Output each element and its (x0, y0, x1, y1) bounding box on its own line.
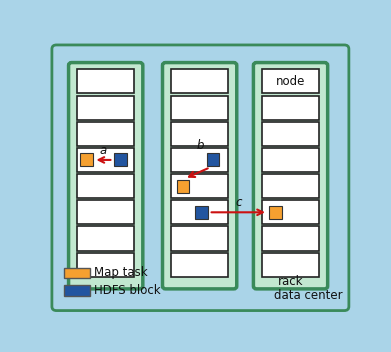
Bar (64, 268, 90, 278)
Bar (77, 69, 135, 93)
Bar (77, 122, 135, 146)
FancyBboxPatch shape (163, 63, 237, 289)
Bar (262, 122, 319, 146)
Bar (206, 153, 219, 166)
Text: node: node (276, 75, 305, 88)
Text: HDFS block: HDFS block (94, 284, 161, 297)
FancyBboxPatch shape (52, 45, 349, 310)
Text: c: c (235, 196, 242, 209)
Bar (195, 206, 208, 219)
Bar (171, 253, 228, 277)
FancyBboxPatch shape (253, 63, 328, 289)
Bar (77, 226, 135, 251)
Bar (77, 253, 135, 277)
Text: b: b (197, 139, 204, 152)
FancyBboxPatch shape (68, 63, 143, 289)
Bar (262, 148, 319, 172)
Bar (171, 122, 228, 146)
Text: rack: rack (278, 275, 303, 288)
Bar (171, 69, 228, 93)
Text: data center: data center (274, 289, 343, 302)
Text: a: a (100, 144, 107, 157)
Bar (171, 148, 228, 172)
Bar (262, 200, 319, 224)
Bar (262, 95, 319, 120)
Bar (171, 95, 228, 120)
Bar (262, 174, 319, 198)
Bar (269, 206, 282, 219)
Bar (171, 226, 228, 251)
Bar (80, 153, 93, 166)
Bar (77, 174, 135, 198)
Bar (171, 200, 228, 224)
Bar (77, 148, 135, 172)
Bar (64, 285, 90, 296)
Bar (262, 253, 319, 277)
Text: Map task: Map task (94, 266, 148, 279)
Bar (77, 95, 135, 120)
Bar (262, 69, 319, 93)
Bar (114, 153, 127, 166)
Bar (177, 180, 190, 193)
Bar (262, 226, 319, 251)
Bar (77, 200, 135, 224)
Bar (171, 174, 228, 198)
